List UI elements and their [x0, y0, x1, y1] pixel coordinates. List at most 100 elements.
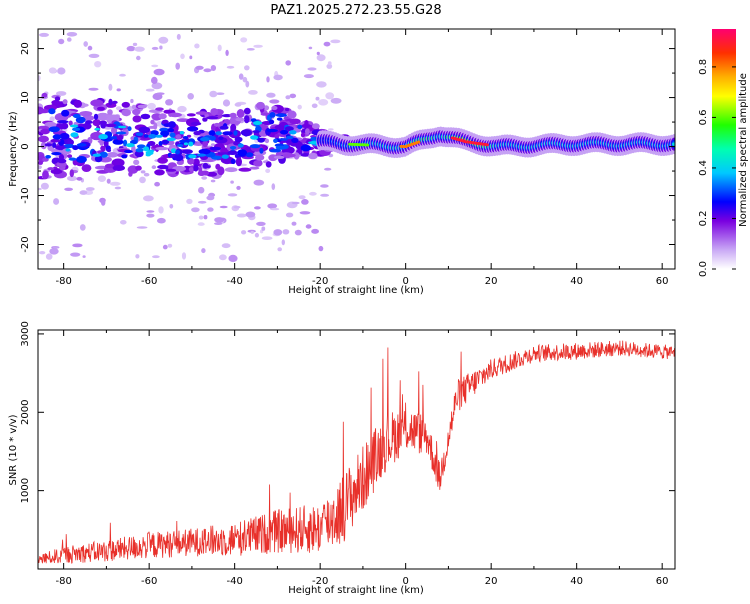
spectral-blob	[316, 81, 327, 88]
spectral-blob	[291, 221, 297, 226]
spectral-blob	[300, 132, 306, 138]
spectral-blob	[238, 167, 252, 172]
spectral-blob	[315, 96, 320, 101]
spectral-blob	[97, 175, 106, 182]
spectral-blob	[250, 118, 257, 123]
spectral-blob	[68, 157, 77, 161]
snr-ticks: -80 -60 -40 -20 0 20 40 60 1000 2000 3000	[20, 321, 675, 587]
spectral-blob	[151, 76, 158, 84]
spectral-blob	[152, 255, 160, 259]
spectral-blob	[123, 139, 128, 147]
spectral-blob	[235, 117, 245, 122]
spectral-blob	[61, 109, 70, 117]
spectral-blob	[106, 152, 119, 158]
spectral-blob	[57, 67, 66, 75]
spectral-blob	[195, 111, 209, 115]
spectral-blob	[108, 83, 113, 91]
spectral-blob	[66, 32, 78, 37]
spectral-blob	[83, 41, 88, 47]
spectral-blob	[260, 112, 271, 116]
spectral-blob	[237, 143, 244, 148]
spectral-blob	[175, 134, 182, 140]
spectral-blob	[320, 193, 330, 197]
spectral-blob	[67, 139, 74, 146]
spectral-blob	[193, 158, 200, 168]
spectral-blob	[106, 178, 111, 184]
spectral-blob	[134, 46, 145, 52]
spectral-blob	[47, 167, 55, 171]
spectral-blob	[151, 46, 159, 50]
spectral-blob	[249, 166, 260, 170]
spectral-blob	[42, 170, 49, 180]
spectral-blob	[155, 134, 163, 138]
spectral-blob	[269, 112, 276, 118]
spectral-blob	[153, 68, 165, 76]
spectral-blob	[175, 149, 181, 155]
x-tick-label: -60	[141, 276, 157, 287]
spectral-blob	[672, 142, 675, 146]
spectral-blob	[85, 120, 93, 125]
spectral-blob	[256, 221, 266, 226]
spectral-blob	[38, 165, 42, 170]
spectral-blob	[76, 176, 83, 181]
spectral-blob	[268, 119, 275, 125]
spectral-blob	[72, 243, 83, 248]
spectral-blob	[205, 165, 211, 169]
spectral-blob	[130, 139, 138, 145]
spectral-blob	[38, 75, 41, 81]
spectral-blob	[143, 172, 150, 177]
spectral-blob	[38, 109, 51, 114]
spectral-blob	[228, 254, 238, 262]
spectral-blob	[282, 229, 290, 235]
spectral-blob	[51, 152, 62, 156]
spectral-blob	[104, 123, 117, 128]
spectral-blob	[297, 124, 303, 130]
x-tick-label: -40	[226, 276, 242, 287]
spectral-blob	[282, 153, 296, 158]
spectral-blob	[301, 124, 311, 128]
spectral-blob	[145, 150, 154, 156]
spectral-blob	[197, 170, 206, 176]
spectral-blob	[289, 118, 301, 125]
spectral-blob	[167, 243, 173, 248]
spectral-blob	[52, 246, 59, 249]
spectral-blob	[284, 126, 294, 132]
spectral-blob	[254, 206, 261, 210]
spectral-blob	[188, 154, 197, 159]
spectral-blob	[158, 113, 167, 120]
spectral-blob	[307, 67, 317, 71]
colorbar-label: Normalized spectral amplitude	[738, 73, 749, 227]
spectral-blob	[221, 114, 233, 118]
x-tick-label: -60	[141, 576, 157, 587]
spectral-blob	[132, 115, 142, 123]
spectral-blob	[163, 109, 172, 114]
spectral-blob	[85, 187, 95, 191]
colorbar-tick-label: 0.0	[698, 261, 709, 277]
spectrogram-frame	[37, 28, 676, 270]
spectral-blob	[104, 163, 115, 169]
spectral-blob	[209, 90, 218, 98]
spectral-blob	[327, 61, 332, 66]
spectral-blob	[155, 146, 169, 151]
spectral-blob	[197, 222, 205, 226]
spectral-blob	[236, 213, 247, 218]
spectral-blob	[253, 44, 263, 48]
spectral-blob	[146, 213, 155, 218]
spectral-blob	[38, 160, 43, 165]
spectral-blob	[233, 205, 241, 209]
x-tick-label: 60	[656, 276, 669, 287]
y-tick-label: 10	[20, 91, 31, 104]
y-tick-label: 0	[20, 143, 31, 149]
spectral-blob	[159, 45, 163, 50]
spectral-blob	[264, 138, 270, 144]
spectral-blob	[308, 46, 313, 50]
spectral-blob	[140, 113, 151, 120]
spectral-blob	[50, 138, 61, 143]
x-tick-label: -80	[55, 276, 71, 287]
spectral-blob	[209, 146, 222, 151]
spectral-blob	[305, 224, 312, 229]
spectral-blob	[201, 176, 208, 180]
spectral-blob	[234, 136, 243, 143]
spectral-blob	[277, 247, 283, 252]
